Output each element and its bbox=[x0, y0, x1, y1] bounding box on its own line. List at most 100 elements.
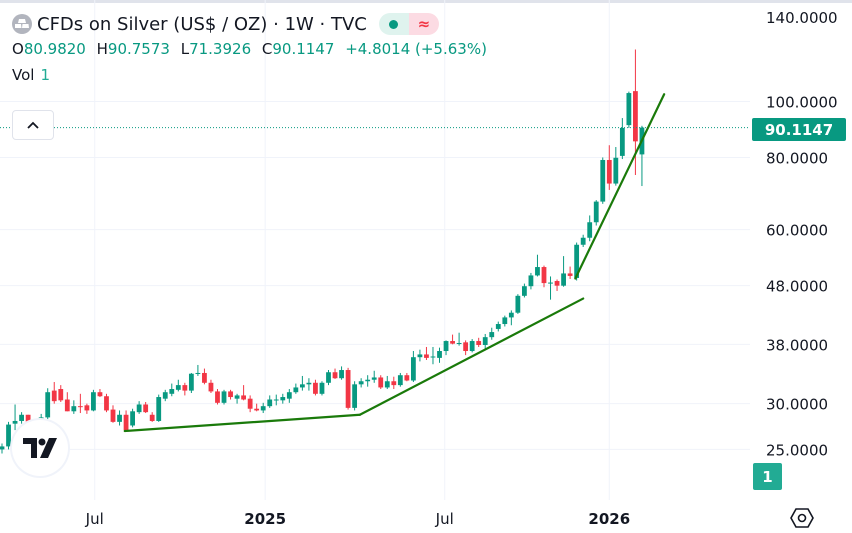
candle-up bbox=[299, 375, 305, 391]
candle-body bbox=[162, 392, 168, 399]
legend: CFDs on Silver (US$ / OZ) · 1W · TVC ≈ O… bbox=[12, 12, 493, 84]
candle-down bbox=[149, 412, 155, 422]
market-status-pill[interactable]: ≈ bbox=[378, 13, 439, 35]
candle-body bbox=[391, 381, 397, 386]
candle-up bbox=[365, 375, 371, 387]
candle-body bbox=[515, 295, 521, 313]
candle-up bbox=[169, 383, 175, 397]
candle-body bbox=[286, 392, 292, 399]
trendline bbox=[358, 297, 585, 416]
candle-body bbox=[613, 157, 619, 184]
candle-down bbox=[228, 389, 233, 400]
candle-body bbox=[430, 356, 436, 358]
price-tick-label: 140.0000 bbox=[766, 9, 838, 27]
candle-down bbox=[208, 379, 214, 394]
time-tick-label: Jul bbox=[435, 510, 454, 528]
price-tick-label: 38.0000 bbox=[766, 336, 828, 354]
candle-body bbox=[123, 414, 129, 431]
candle-down bbox=[215, 389, 220, 405]
candles bbox=[0, 49, 645, 454]
candle-body bbox=[130, 411, 135, 426]
candle-down bbox=[51, 382, 57, 404]
candle-body bbox=[110, 409, 116, 422]
candle-body bbox=[273, 399, 279, 401]
wave-icon[interactable]: ≈ bbox=[408, 13, 439, 35]
candle-up bbox=[580, 234, 586, 247]
candle-body bbox=[71, 406, 77, 412]
candle-body bbox=[489, 332, 495, 338]
candle-down bbox=[313, 379, 318, 396]
price-axis: 140.0000 100.0000 80.0000 60.0000 48.0000 38.… bbox=[766, 9, 838, 459]
volume-legend[interactable]: Vol 1 bbox=[12, 66, 493, 84]
candle-body bbox=[208, 382, 214, 392]
candle-up bbox=[130, 408, 135, 428]
candle-down bbox=[64, 392, 70, 412]
candle-body bbox=[149, 414, 155, 421]
candle-body bbox=[104, 396, 109, 411]
open-value: 80.9820 bbox=[23, 40, 86, 58]
grid bbox=[0, 0, 750, 500]
candle-down bbox=[110, 405, 116, 423]
candle-body bbox=[528, 275, 534, 287]
candle-down bbox=[476, 337, 482, 347]
time-tick-label: 2025 bbox=[244, 510, 286, 528]
collapse-legend-button[interactable] bbox=[12, 110, 54, 140]
time-axis: Jul 2025 Jul 2026 bbox=[85, 510, 630, 528]
candle-body bbox=[234, 395, 240, 399]
candle-body bbox=[228, 391, 233, 398]
candle-up bbox=[71, 400, 77, 414]
candle-body bbox=[606, 159, 612, 184]
axis-settings-button[interactable] bbox=[790, 507, 814, 529]
candle-body bbox=[117, 414, 122, 422]
candle-body bbox=[417, 354, 423, 358]
candle-body bbox=[19, 414, 24, 421]
tradingview-logo[interactable] bbox=[12, 420, 68, 476]
candle-up bbox=[117, 410, 122, 426]
candle-body bbox=[365, 379, 371, 382]
candle-body bbox=[587, 222, 593, 238]
candle-body bbox=[175, 385, 181, 390]
candle-up bbox=[482, 333, 488, 351]
candle-up bbox=[522, 283, 527, 298]
candle-body bbox=[339, 370, 344, 379]
candle-up bbox=[535, 254, 540, 277]
close-value: 90.1147 bbox=[272, 40, 335, 58]
candle-body bbox=[378, 377, 384, 388]
candle-up bbox=[508, 310, 514, 326]
candle-body bbox=[443, 341, 449, 352]
candle-down bbox=[77, 393, 83, 414]
candle-down bbox=[404, 372, 410, 382]
candle-up bbox=[600, 157, 606, 204]
trendlines bbox=[123, 93, 666, 433]
candle-body bbox=[633, 91, 638, 142]
candle-down bbox=[463, 340, 469, 356]
candle-body bbox=[482, 337, 488, 345]
candle-body bbox=[332, 372, 338, 379]
candle-body bbox=[195, 372, 201, 374]
candle-up bbox=[260, 402, 266, 414]
candle-up bbox=[339, 366, 344, 380]
open-label: O bbox=[12, 40, 24, 58]
candle-body bbox=[567, 273, 573, 276]
candle-up bbox=[136, 401, 142, 414]
candle-up bbox=[326, 370, 331, 386]
candle-body bbox=[548, 282, 553, 284]
candle-up bbox=[306, 378, 312, 391]
candle-up bbox=[548, 276, 553, 300]
candle-up bbox=[12, 404, 18, 431]
candle-body bbox=[463, 342, 469, 352]
candle-up bbox=[371, 370, 377, 383]
candle-up bbox=[0, 443, 5, 454]
candle-body bbox=[241, 395, 247, 400]
candle-up bbox=[162, 389, 168, 402]
candle-up bbox=[489, 327, 495, 340]
symbol-title[interactable]: CFDs on Silver (US$ / OZ) · 1W · TVC bbox=[37, 13, 367, 35]
time-tick-label: Jul bbox=[85, 510, 104, 528]
candle-up bbox=[437, 347, 442, 363]
chevron-up-icon bbox=[27, 121, 39, 129]
candle-up bbox=[91, 389, 96, 412]
candle-body bbox=[6, 424, 11, 447]
price-tick-label: 100.0000 bbox=[766, 93, 838, 111]
green-dot-icon[interactable] bbox=[378, 13, 409, 35]
